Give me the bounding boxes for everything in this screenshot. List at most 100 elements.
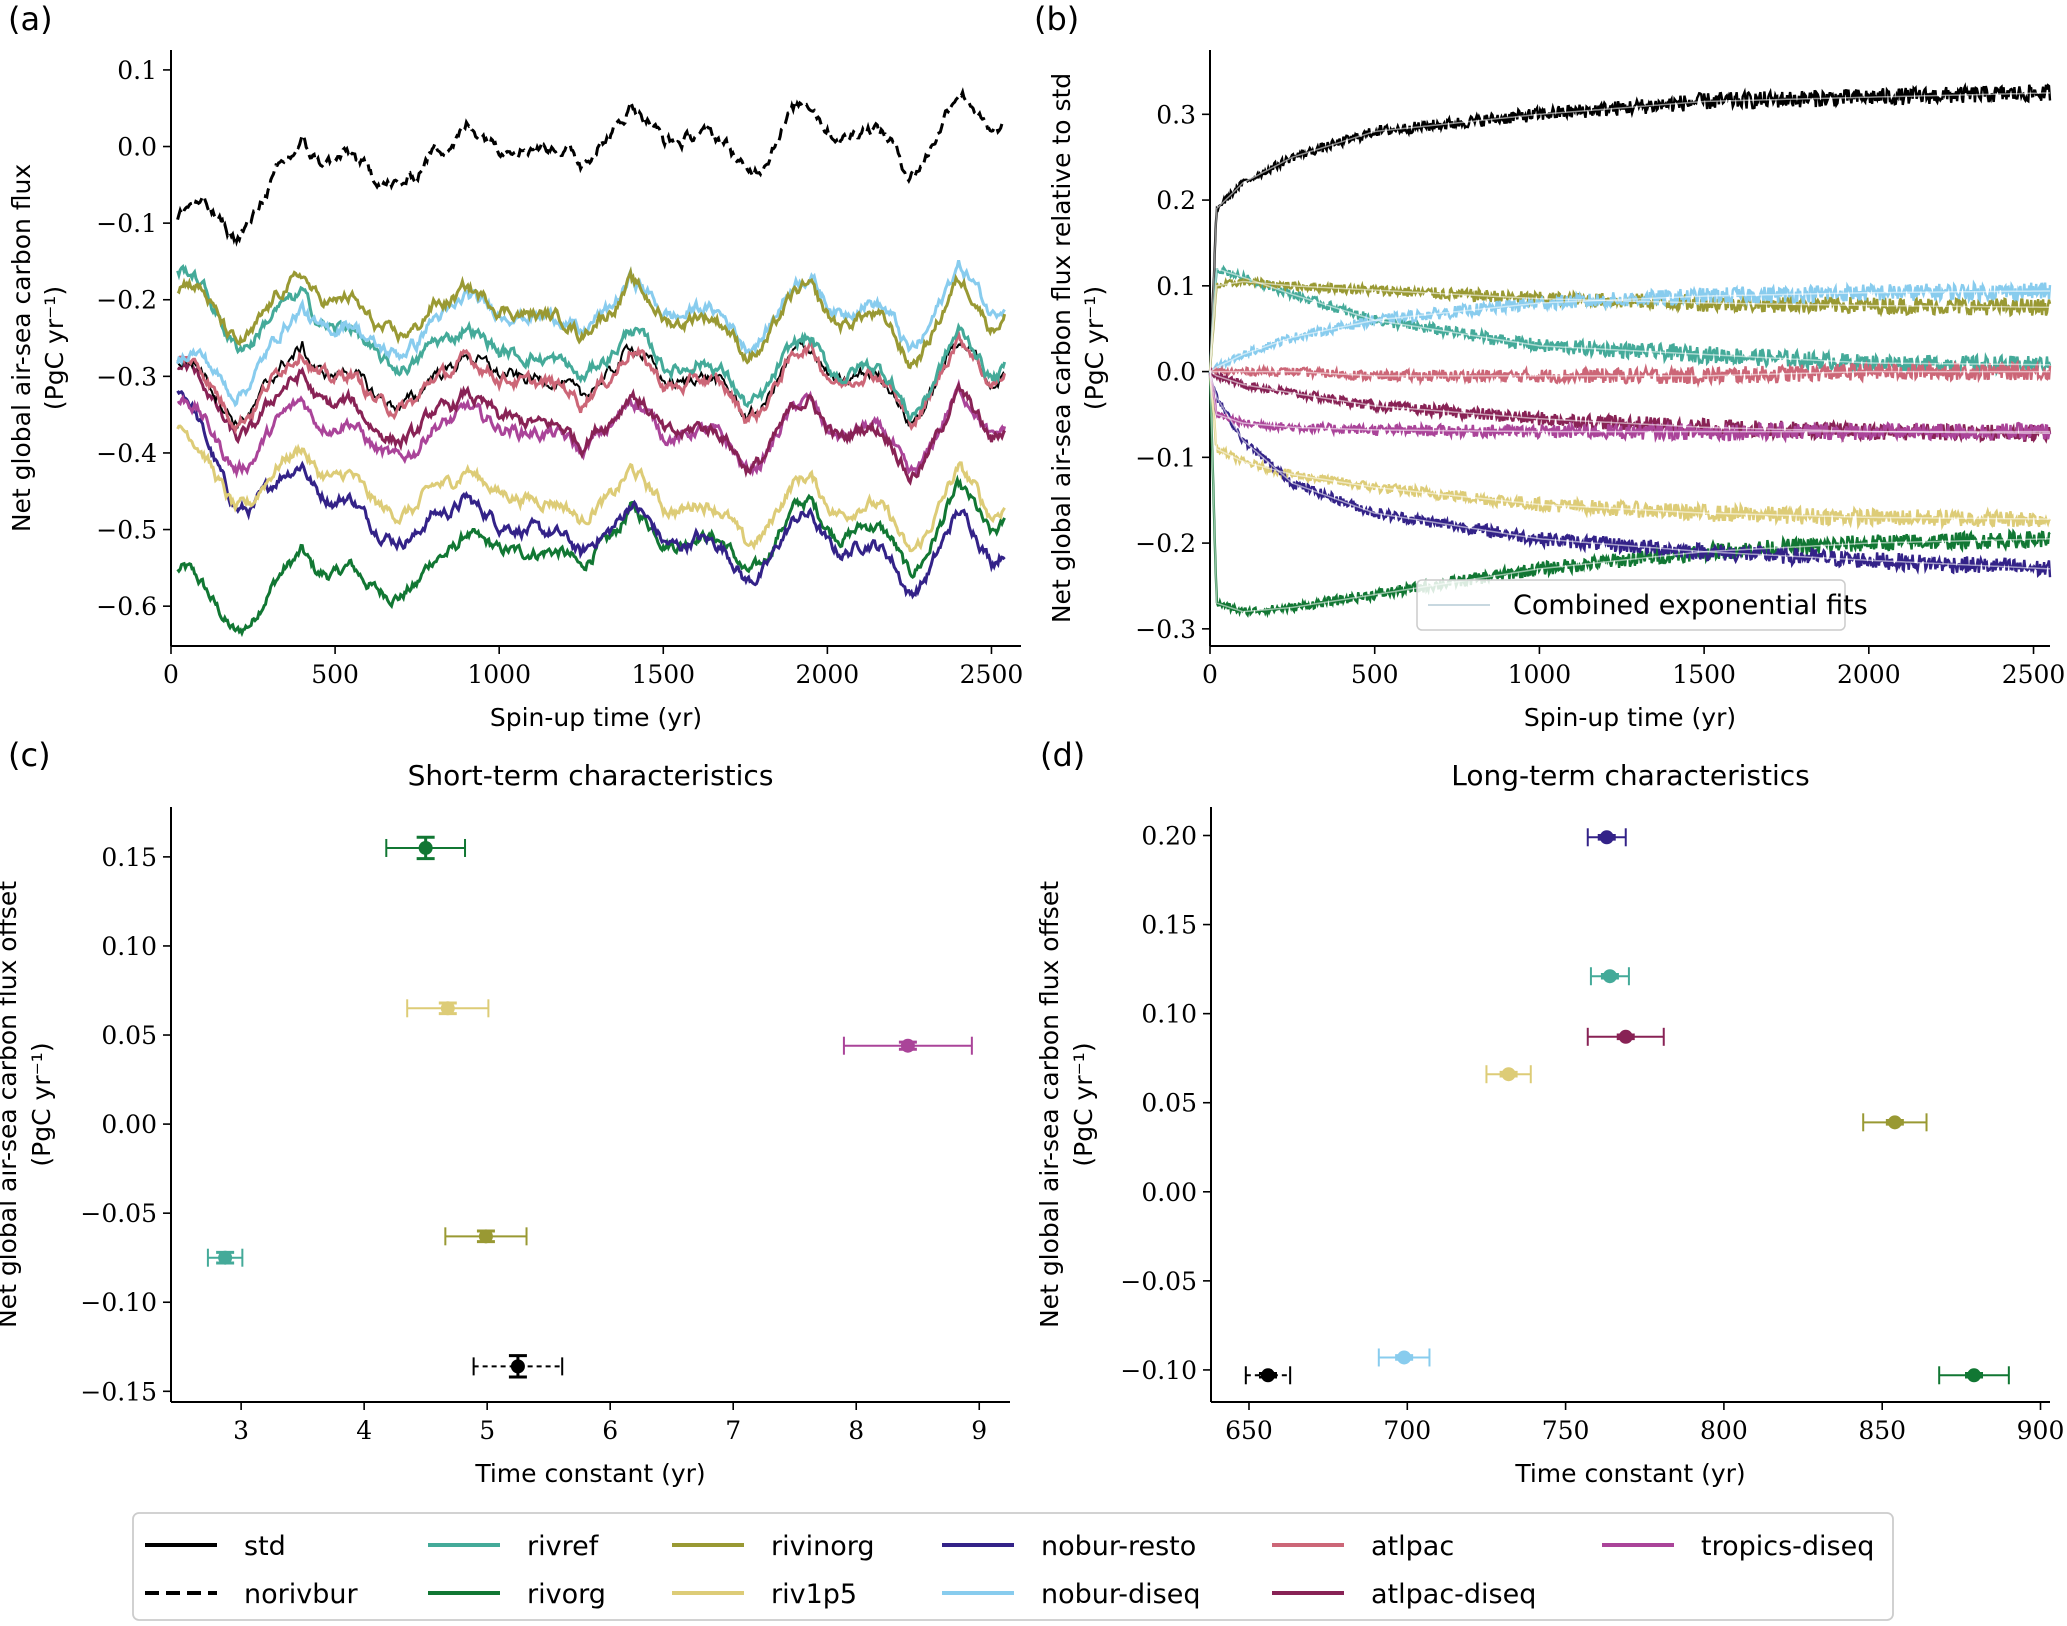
panel-a-flux-timeseries: (a) Spin-up time (yr) Net global air-sea c…	[7, 0, 1023, 732]
legend-item-nobur-diseq: nobur-diseq	[942, 1579, 1200, 1610]
x-tick-label: 1000	[1508, 660, 1572, 689]
series-line-norivbur	[176, 87, 1007, 247]
panel-c-short-term: (c) Short-term characteristics Time consta…	[0, 736, 1010, 1488]
x-tick-label: 5	[479, 1416, 495, 1445]
series-line-rivorg	[176, 474, 1006, 638]
y-tick-label: −0.2	[96, 286, 157, 315]
series-line-riv1p5	[176, 424, 1006, 553]
fit-line-rivorg	[1209, 371, 2051, 613]
y-tick-label: −0.10	[80, 1288, 157, 1317]
data-point	[1260, 1368, 1275, 1383]
x-tick-label: 3	[233, 1416, 249, 1445]
x-tick-label: 750	[1542, 1416, 1590, 1445]
x-axis-label: Time constant (yr)	[474, 1459, 705, 1488]
fit-line-tropics-diseq	[1209, 371, 2050, 433]
legend-box	[1416, 579, 1846, 631]
legend-label: rivref	[527, 1531, 600, 1562]
legend-label: rivorg	[527, 1579, 606, 1610]
y-tick-label: 0.2	[1156, 186, 1196, 215]
legend-label: nobur-resto	[1041, 1531, 1196, 1562]
x-tick-label: 6	[602, 1416, 618, 1445]
y-tick-label: −0.15	[80, 1377, 157, 1406]
y-tick-label: 0.10	[101, 932, 157, 961]
series-line-norivbur	[1208, 82, 2052, 375]
y-tick-label: 0.15	[101, 843, 157, 872]
fit-line-riv1p5	[1209, 371, 2050, 520]
legend-label: tropics-diseq	[1701, 1531, 1874, 1562]
data-point	[1887, 1115, 1902, 1130]
y-axis-label: Net global air-sea carbon flux relative …	[1047, 73, 1076, 623]
errorbar-point-rivorg	[1938, 1366, 2010, 1385]
x-axis-label: Spin-up time (yr)	[490, 703, 702, 732]
errorbar-point-tropics-diseq	[842, 1036, 973, 1055]
x-tick-label: 900	[2017, 1416, 2065, 1445]
y-tick-label: 0.1	[117, 56, 157, 85]
x-axis-label: Time constant (yr)	[1514, 1459, 1745, 1488]
errorbar-point-rivorg	[385, 835, 467, 861]
series-line-rivinorg	[176, 266, 1007, 370]
y-tick-label: −0.5	[96, 516, 157, 545]
y-tick-label: 0.15	[1141, 911, 1197, 940]
figure-legend: std norivbur rivref rivorg rivinorg riv1p5 nob…	[132, 1512, 1894, 1621]
fit-line-atlpac	[1210, 370, 2050, 377]
data-point	[1618, 1029, 1633, 1044]
errorbar-point-riv1p5	[406, 999, 490, 1018]
y-tick-label: 0.00	[1141, 1178, 1197, 1207]
x-tick-label: 800	[1700, 1416, 1748, 1445]
y-tick-label: −0.1	[1135, 443, 1196, 472]
errorbar-point-rivref	[206, 1248, 244, 1267]
series-line-riv1p5	[1208, 373, 2051, 531]
legend-item-rivref: rivref	[428, 1531, 600, 1562]
y-axis-label: (PgC yr⁻¹)	[27, 1042, 56, 1166]
y-axis-label: Net global air-sea carbon flux offset	[1035, 881, 1064, 1328]
y-axis-label: (PgC yr⁻¹)	[1080, 286, 1109, 410]
legend-label: atlpac	[1371, 1531, 1454, 1562]
data-point	[1599, 830, 1614, 845]
legend-item-atlpac: atlpac	[1272, 1531, 1454, 1562]
data-point	[1397, 1350, 1412, 1365]
x-tick-label: 700	[1383, 1416, 1431, 1445]
y-tick-label: 0.0	[1156, 358, 1196, 387]
legend-item-nobur-resto: nobur-resto	[942, 1531, 1196, 1562]
fit-line-norivbur	[1209, 92, 2051, 372]
y-tick-label: −0.2	[1135, 529, 1196, 558]
panel-label: (a)	[8, 0, 53, 38]
panel-label: (d)	[1040, 736, 1085, 774]
x-axis-label: Spin-up time (yr)	[1524, 703, 1736, 732]
errorbar-point-nobur-resto	[1586, 828, 1627, 847]
legend-item-atlpac-diseq: atlpac-diseq	[1272, 1579, 1536, 1610]
series-line-rivorg	[1208, 374, 2051, 619]
y-tick-label: 0.10	[1141, 1000, 1197, 1029]
panel-b-legend: Combined exponential fits	[1416, 579, 1868, 631]
y-axis-label: (PgC yr⁻¹)	[40, 286, 69, 410]
x-tick-label: 1500	[631, 660, 695, 689]
y-tick-label: 0.1	[1156, 272, 1196, 301]
legend-label: std	[244, 1531, 286, 1562]
legend-item-rivinorg: rivinorg	[672, 1531, 874, 1562]
x-tick-label: 8	[848, 1416, 864, 1445]
y-tick-label: 0.00	[101, 1110, 157, 1139]
data-point	[510, 1359, 525, 1374]
legend-item-tropics-diseq: tropics-diseq	[1602, 1531, 1874, 1562]
fit-line-rivref	[1209, 267, 2050, 372]
legend-item-riv1p5: riv1p5	[672, 1579, 857, 1610]
legend-label: rivinorg	[771, 1531, 874, 1562]
legend-item-norivbur: norivbur	[145, 1579, 358, 1610]
fit-line-nobur-resto	[1209, 371, 2051, 570]
errorbar-point-rivinorg	[1862, 1113, 1928, 1132]
errorbar-point-atlpac-diseq	[1586, 1027, 1665, 1046]
y-tick-label: 0.0	[117, 133, 157, 162]
x-tick-label: 4	[356, 1416, 372, 1445]
y-tick-label: 0.05	[101, 1021, 157, 1050]
x-tick-label: 500	[1351, 660, 1399, 689]
x-tick-label: 2500	[960, 660, 1024, 689]
errorbar-point-rivref	[1589, 967, 1630, 986]
legend-label: riv1p5	[771, 1579, 857, 1610]
series-line-atlpac	[176, 330, 1007, 435]
y-tick-label: −0.3	[1135, 615, 1196, 644]
x-tick-label: 1000	[467, 660, 531, 689]
y-tick-label: −0.4	[96, 439, 157, 468]
x-tick-label: 2000	[1837, 660, 1901, 689]
errorbar-point-nobur-diseq	[1377, 1348, 1431, 1367]
